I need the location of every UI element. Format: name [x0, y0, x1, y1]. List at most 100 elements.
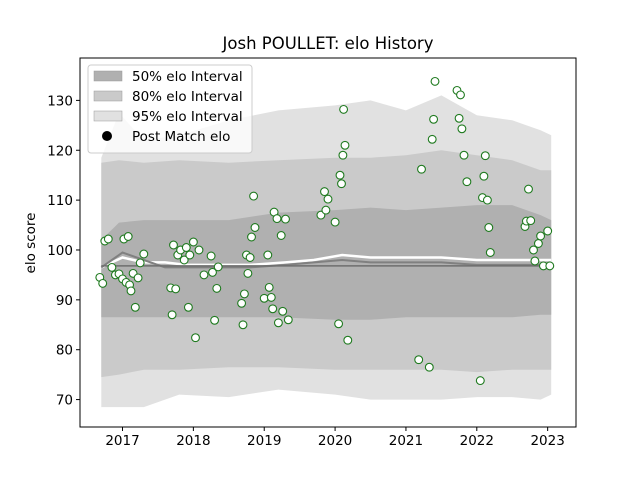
post-match-point [194, 245, 204, 255]
post-match-point [263, 250, 273, 260]
post-match-point [530, 256, 540, 266]
legend-box [87, 64, 253, 154]
post-match-point [429, 114, 439, 124]
post-match-point [529, 245, 538, 255]
post-match-point [424, 362, 434, 372]
post-match-point [191, 333, 200, 343]
x-tick-label: 2023 [530, 433, 564, 449]
y-tick-label: 120 [47, 143, 73, 159]
post-match-point [320, 187, 329, 197]
y-tick-label: 80 [56, 343, 73, 359]
legend-label: Post Match elo [132, 129, 230, 145]
post-match-point [103, 234, 113, 244]
post-match-point [480, 151, 490, 161]
post-match-point [339, 104, 349, 114]
post-match-point [169, 240, 178, 250]
post-match-point [485, 248, 495, 257]
axes: 2017 2018 2019 2020 2021 2022 2023 70 80 90 100 110… [47, 57, 577, 449]
legend-swatch [93, 70, 123, 82]
post-match-point [430, 76, 440, 86]
post-match-point [237, 298, 247, 308]
post-match-point [264, 282, 274, 292]
legend-swatch [93, 90, 123, 102]
post-match-point [249, 191, 259, 201]
post-match-point [278, 306, 288, 316]
y-tick-label: 90 [56, 293, 73, 309]
post-match-point [536, 231, 546, 241]
post-match-point [414, 355, 424, 365]
post-match-point [167, 310, 177, 320]
post-match-point [321, 205, 331, 215]
post-match-point [139, 249, 149, 259]
legend: 50% elo Interval 80% elo Interval 95% elo … [87, 64, 253, 154]
post-match-point [238, 320, 248, 330]
x-tick-label: 2020 [318, 433, 352, 449]
x-tick-label: 2021 [389, 433, 423, 449]
legend-label: 95% elo Interval [132, 109, 243, 125]
post-match-point [475, 376, 485, 386]
post-match-point [185, 250, 195, 260]
mean-line [100, 251, 552, 269]
x-tick-label: 2017 [105, 433, 139, 449]
post-match-point [335, 170, 345, 180]
post-match-point [130, 302, 140, 312]
post-match-point [417, 164, 426, 174]
post-match-point [323, 194, 333, 204]
y-tick-label: 110 [47, 193, 73, 209]
post-match-point [484, 223, 494, 232]
post-match-point [250, 223, 260, 232]
post-match-point [266, 292, 276, 302]
post-match-point [337, 179, 346, 189]
post-match-point [183, 302, 193, 312]
post-match-point [343, 335, 353, 345]
post-match-point [171, 284, 181, 294]
y-tick-label: 100 [47, 243, 73, 259]
post-match-point [98, 278, 108, 288]
post-match-point [427, 134, 437, 144]
post-match-point [206, 251, 216, 261]
post-match-point [273, 318, 283, 328]
y-axis-label: elo score [23, 213, 39, 274]
post-match-point [133, 273, 143, 283]
post-match-point [533, 239, 543, 248]
post-match-point [199, 270, 209, 280]
legend-label: 80% elo Interval [132, 89, 243, 105]
post-match-point [482, 195, 492, 205]
post-match-point [276, 231, 286, 240]
post-match-point [126, 286, 136, 296]
x-tick-label: 2019 [247, 433, 281, 449]
post-match-point [462, 177, 472, 187]
post-match-point [213, 262, 223, 272]
post-match-point [135, 258, 145, 268]
post-match-point [243, 268, 253, 278]
post-match-point [330, 217, 340, 227]
post-match-point [338, 150, 348, 160]
post-match-point [334, 319, 344, 329]
post-match-point [281, 214, 290, 224]
legend-label: 50% elo Interval [132, 69, 243, 85]
post-match-point [545, 261, 555, 271]
post-match-point [526, 216, 536, 226]
y-tick-label: 70 [56, 393, 73, 409]
post-match-point [459, 150, 469, 160]
legend-marker-dot [102, 131, 112, 141]
post-match-point [123, 232, 133, 241]
post-match-point [340, 140, 350, 150]
post-match-point [456, 90, 465, 100]
post-match-point [179, 255, 189, 265]
post-match-point [543, 226, 553, 236]
post-match-point [239, 289, 249, 299]
post-match-point [107, 262, 117, 272]
post-match-point [479, 171, 489, 181]
post-match-point [210, 315, 220, 325]
post-match-point [524, 184, 533, 194]
post-match-point [245, 253, 255, 262]
post-match-point [454, 113, 464, 123]
post-match-point [272, 214, 282, 224]
post-match-point [283, 315, 293, 325]
post-match-point [457, 124, 467, 134]
post-match-points [95, 76, 555, 386]
post-match-point [208, 267, 217, 277]
post-match-point [247, 232, 256, 242]
